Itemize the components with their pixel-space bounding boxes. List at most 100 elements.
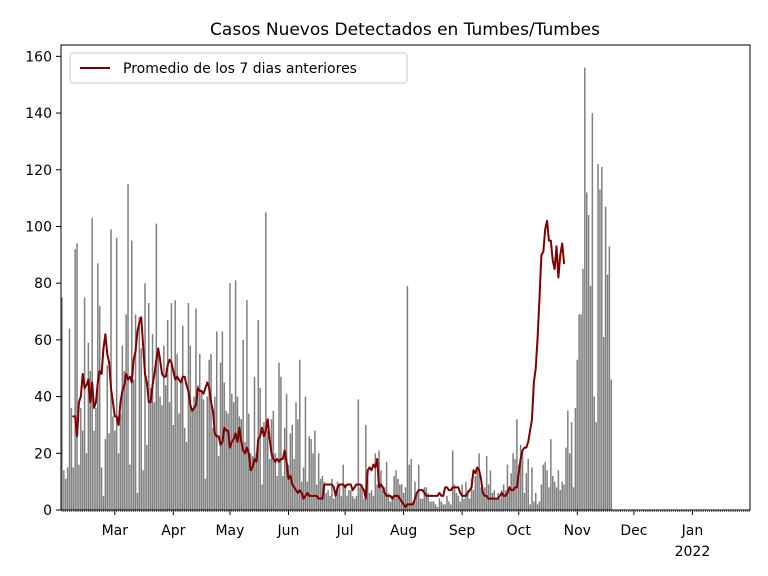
daily-cases-bar — [427, 492, 429, 510]
daily-cases-bar — [270, 419, 273, 510]
daily-cases-bar — [408, 464, 411, 510]
daily-cases-bar — [344, 484, 346, 510]
daily-cases-bar — [204, 478, 207, 510]
daily-cases-bar — [221, 331, 224, 510]
daily-cases-bar — [593, 396, 596, 510]
x-tick-label: Oct — [507, 523, 532, 539]
x-tick-label: Jan — [681, 523, 704, 539]
daily-cases-bar — [125, 314, 127, 510]
daily-cases-bar — [197, 385, 199, 510]
daily-cases-bar — [142, 470, 144, 510]
daily-cases-bar — [546, 470, 548, 510]
daily-cases-bar — [493, 490, 495, 510]
daily-cases-bar — [551, 475, 554, 510]
daily-cases-bar — [589, 286, 592, 510]
daily-cases-bar — [453, 484, 456, 510]
daily-cases-bar — [502, 484, 505, 510]
daily-cases-bar — [219, 362, 222, 510]
x-tick-label: Sep — [449, 523, 476, 539]
daily-cases-bar — [601, 166, 603, 511]
daily-cases-bar — [191, 410, 193, 510]
x-tick-label: Jun — [277, 523, 300, 539]
y-tick-label: 20 — [34, 446, 52, 462]
x-tick-label: Mar — [102, 523, 129, 539]
daily-cases-bar — [363, 498, 365, 510]
daily-cases-bar — [146, 444, 148, 510]
daily-cases-bar — [510, 473, 512, 510]
daily-cases-bar — [263, 422, 265, 510]
daily-cases-bar — [85, 453, 88, 510]
daily-cases-bar — [225, 410, 227, 510]
daily-cases-bar — [231, 393, 233, 510]
daily-cases-bar — [521, 453, 524, 510]
daily-cases-bar — [416, 492, 418, 510]
daily-cases-bar — [480, 487, 482, 510]
x-tick-label: Dec — [620, 523, 647, 539]
daily-cases-bar — [208, 359, 210, 510]
daily-cases-bar — [91, 217, 93, 510]
daily-cases-bar — [474, 475, 477, 510]
daily-cases-bar — [565, 447, 567, 510]
daily-cases-bar — [153, 402, 156, 510]
daily-cases-bar — [412, 501, 414, 510]
daily-cases-bar — [238, 416, 241, 510]
daily-cases-bar — [380, 470, 382, 510]
daily-cases-bar — [68, 328, 71, 510]
daily-cases-bar — [308, 436, 310, 510]
daily-cases-bar — [557, 470, 560, 510]
daily-cases-bar — [187, 303, 190, 510]
daily-cases-bar — [436, 507, 439, 510]
daily-cases-bar — [404, 487, 407, 510]
daily-cases-bar — [202, 399, 205, 510]
daily-cases-bar — [523, 492, 526, 510]
daily-cases-bar — [529, 504, 531, 510]
daily-cases-bar — [519, 444, 522, 510]
daily-cases-bar — [346, 495, 348, 510]
daily-cases-bar — [89, 371, 92, 510]
daily-cases-bar — [163, 345, 165, 510]
daily-cases-bar — [331, 478, 333, 510]
daily-cases-bar — [438, 498, 441, 510]
x-tick-label: Aug — [390, 523, 417, 539]
daily-cases-bar — [457, 495, 460, 510]
daily-cases-bar — [291, 424, 293, 510]
daily-cases-bar — [587, 215, 590, 510]
y-tick-label: 0 — [43, 503, 52, 519]
daily-cases-bar — [514, 458, 516, 510]
daily-cases-bar — [114, 430, 116, 510]
daily-cases-bar — [376, 484, 378, 510]
daily-cases-bar — [527, 458, 529, 510]
daily-cases-bar — [459, 501, 461, 510]
daily-cases-bar — [134, 314, 137, 510]
daily-cases-bar — [63, 470, 65, 510]
daily-cases-bar — [289, 433, 292, 510]
daily-cases-bar — [127, 183, 129, 510]
daily-cases-bar — [516, 419, 518, 510]
daily-cases-bar — [232, 402, 235, 510]
daily-cases-bar — [425, 487, 428, 510]
daily-cases-bar — [333, 498, 335, 510]
daily-cases-bar — [144, 283, 146, 510]
daily-cases-bar — [417, 464, 420, 510]
daily-cases-bar — [304, 396, 307, 510]
daily-cases-bar — [182, 325, 184, 510]
plot-frame — [60, 44, 751, 511]
daily-cases-bar — [140, 348, 142, 510]
daily-cases-bar — [508, 487, 511, 510]
daily-cases-bar — [504, 490, 507, 510]
daily-cases-bar — [255, 453, 258, 510]
daily-cases-bar — [168, 402, 171, 510]
y-axis: 0 20 40 60 80 100 120 140 160 — [25, 49, 61, 519]
daily-cases-bar — [429, 501, 431, 510]
daily-cases-bar — [285, 393, 288, 510]
daily-cases-bar — [582, 268, 584, 510]
daily-cases-bar — [123, 371, 125, 510]
daily-cases-bar — [340, 495, 343, 510]
daily-cases-bar — [200, 390, 203, 510]
daily-cases-bar — [87, 342, 90, 510]
daily-cases-bar — [442, 504, 445, 510]
x-tick-label: May — [215, 523, 244, 539]
daily-cases-bar — [229, 283, 231, 510]
daily-cases-bar — [463, 498, 465, 510]
daily-cases-bar — [382, 490, 384, 510]
